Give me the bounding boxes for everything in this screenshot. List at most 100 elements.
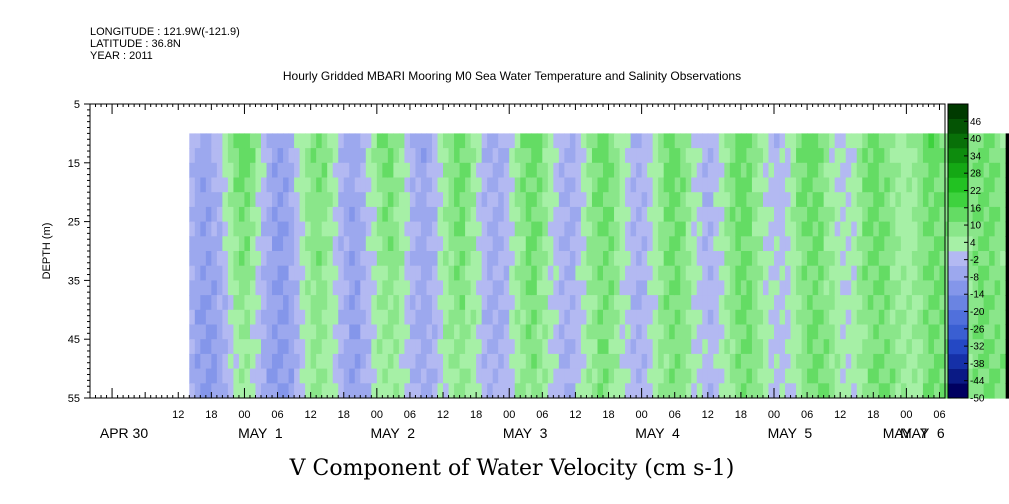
heatmap-cell xyxy=(454,339,461,355)
heatmap-cell xyxy=(597,353,604,370)
heatmap-cell xyxy=(834,236,841,252)
heatmap-cell xyxy=(691,162,698,179)
heatmap-cell xyxy=(492,280,499,296)
x-date-label: MAY 2 xyxy=(370,425,415,441)
heatmap-cell xyxy=(249,368,257,384)
heatmap-cell xyxy=(514,221,521,237)
heatmap-cell xyxy=(746,324,753,340)
heatmap-cell xyxy=(818,206,825,223)
heatmap-cell xyxy=(415,295,422,311)
heatmap-cell xyxy=(702,177,709,193)
heatmap-cell xyxy=(509,353,516,370)
heatmap-cell xyxy=(647,251,654,267)
heatmap-cell xyxy=(603,177,610,193)
heatmap-cell xyxy=(200,368,207,384)
colorbar-swatch xyxy=(948,339,968,355)
heatmap-cell xyxy=(288,339,295,355)
heatmap-cell xyxy=(647,280,654,296)
heatmap-cell xyxy=(906,148,913,164)
heatmap-cell xyxy=(1005,368,1009,384)
heatmap-cell xyxy=(746,251,753,267)
heatmap-cell xyxy=(255,177,262,193)
heatmap-cell xyxy=(476,383,483,399)
heatmap-cell xyxy=(316,148,323,164)
heatmap-cell xyxy=(928,177,935,193)
heatmap-cell xyxy=(884,368,891,384)
heatmap-cell xyxy=(503,309,510,326)
heatmap-cell xyxy=(989,280,996,296)
heatmap-cell xyxy=(1005,353,1009,370)
heatmap-cell xyxy=(933,221,941,237)
heatmap-cell xyxy=(569,251,577,267)
heatmap-cell xyxy=(625,206,632,223)
heatmap-cell xyxy=(564,236,571,252)
heatmap-cell xyxy=(338,206,345,223)
heatmap-cell xyxy=(299,295,306,311)
heatmap-cell xyxy=(299,339,306,355)
heatmap-cell xyxy=(647,206,654,223)
heatmap-cell xyxy=(702,368,709,384)
heatmap-cell xyxy=(691,221,698,237)
heatmap-cell xyxy=(911,177,919,193)
heatmap-cell xyxy=(751,353,759,370)
colorbar-swatch xyxy=(948,251,968,266)
heatmap-cell xyxy=(261,309,268,326)
heatmap-cell xyxy=(983,177,990,193)
heatmap-cell xyxy=(398,295,406,311)
heatmap-cell xyxy=(354,206,361,223)
heatmap-cell xyxy=(939,280,946,296)
heatmap-cell xyxy=(327,148,334,164)
heatmap-cell xyxy=(851,192,858,208)
heatmap-cell xyxy=(459,324,466,340)
heatmap-cell xyxy=(575,265,582,281)
heatmap-cell xyxy=(779,339,786,355)
heatmap-cell xyxy=(492,251,499,267)
heatmap-cell xyxy=(1005,236,1009,252)
heatmap-cell xyxy=(426,251,433,267)
heatmap-cell xyxy=(393,133,400,149)
heatmap-cell xyxy=(591,251,599,267)
heatmap-cell xyxy=(713,177,720,193)
heatmap-cell xyxy=(294,295,301,311)
heatmap-cell xyxy=(360,133,367,149)
heatmap-cell xyxy=(238,133,246,149)
heatmap-cell xyxy=(774,339,781,355)
heatmap-cell xyxy=(514,324,521,340)
heatmap-cell xyxy=(349,236,356,252)
heatmap-cell xyxy=(255,236,262,252)
heatmap-cell xyxy=(939,177,946,193)
heatmap-cell xyxy=(801,133,808,149)
heatmap-cell xyxy=(746,177,753,193)
heatmap-cell xyxy=(785,309,792,326)
heatmap-cell xyxy=(680,162,687,179)
heatmap-cell xyxy=(216,236,223,252)
heatmap-cell xyxy=(580,339,588,355)
heatmap-cell xyxy=(691,133,698,149)
heatmap-cell xyxy=(266,206,273,223)
heatmap-cell xyxy=(911,339,919,355)
heatmap-cell xyxy=(272,368,279,384)
heatmap-cell xyxy=(641,148,648,164)
heatmap-cell xyxy=(492,148,499,164)
heatmap-cell xyxy=(558,177,565,193)
heatmap-cell xyxy=(658,133,665,149)
heatmap-cell xyxy=(801,295,808,311)
heatmap-cell xyxy=(591,133,599,149)
heatmap-cell xyxy=(856,368,863,384)
heatmap-cell xyxy=(205,192,212,208)
heatmap-cell xyxy=(382,339,389,355)
heatmap-cell xyxy=(470,148,477,164)
heatmap-cell xyxy=(288,383,295,399)
heatmap-cell xyxy=(536,295,543,311)
heatmap-cell xyxy=(525,265,532,281)
heatmap-cell xyxy=(454,148,461,164)
heatmap-cell xyxy=(216,324,223,340)
heatmap-cell xyxy=(746,192,753,208)
heatmap-cell xyxy=(807,295,814,311)
heatmap-cell xyxy=(818,324,825,340)
heatmap-cell xyxy=(674,206,681,223)
heatmap-cell xyxy=(856,192,863,208)
heatmap-cell xyxy=(812,133,819,149)
heatmap-cell xyxy=(238,162,246,179)
heatmap-cell xyxy=(415,324,422,340)
